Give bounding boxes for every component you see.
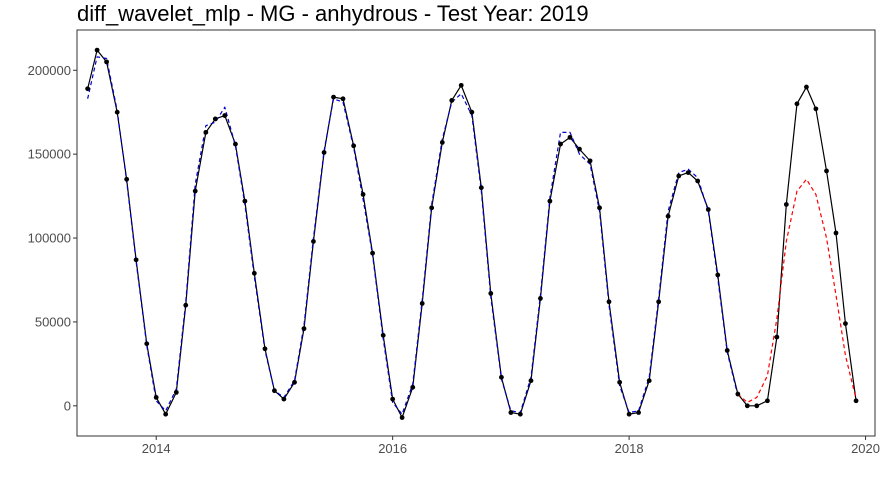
data-point xyxy=(794,101,800,107)
series-line-3 xyxy=(737,178,857,404)
data-point xyxy=(262,346,268,352)
data-point xyxy=(144,341,150,347)
data-point xyxy=(449,98,455,103)
data-point xyxy=(458,82,464,88)
y-tick-label: 200000 xyxy=(28,63,71,78)
x-tick-label: 2016 xyxy=(378,441,407,456)
data-point xyxy=(222,113,228,118)
data-point xyxy=(251,270,257,276)
data-point xyxy=(292,379,297,385)
y-tick-label: 50000 xyxy=(35,314,71,329)
data-point xyxy=(331,94,336,100)
data-point xyxy=(617,379,623,385)
data-point xyxy=(399,415,405,420)
data-point xyxy=(676,173,682,179)
x-tick-label: 2020 xyxy=(851,441,880,456)
data-point xyxy=(340,96,346,102)
data-point xyxy=(370,250,375,256)
data-point xyxy=(311,238,316,244)
data-point xyxy=(765,398,770,404)
data-point xyxy=(804,84,809,90)
data-point xyxy=(233,141,238,147)
y-tick-label: 150000 xyxy=(28,147,71,162)
data-point xyxy=(587,158,593,164)
data-point xyxy=(813,106,819,112)
data-point xyxy=(203,129,209,135)
data-point xyxy=(636,410,641,415)
data-point xyxy=(705,207,711,212)
x-tick-label: 2014 xyxy=(142,441,171,456)
data-point xyxy=(85,86,91,92)
chart-title: diff_wavelet_mlp - MG - anhydrous - Test… xyxy=(77,1,589,26)
data-point xyxy=(685,170,691,176)
x-tick-label: 2018 xyxy=(615,441,644,456)
data-point xyxy=(843,321,848,326)
data-point xyxy=(744,403,750,409)
series-layer xyxy=(87,49,857,419)
data-point xyxy=(646,378,652,384)
data-point xyxy=(153,395,159,400)
data-point xyxy=(626,411,632,417)
y-tick-label: 0 xyxy=(64,398,71,413)
data-point xyxy=(774,334,780,340)
data-point xyxy=(517,411,523,417)
data-point xyxy=(242,198,248,204)
data-point xyxy=(114,109,120,115)
data-point xyxy=(715,272,721,278)
data-point xyxy=(390,396,396,402)
data-point xyxy=(547,198,553,204)
data-point xyxy=(567,134,573,140)
y-axis: 0 50000 100000 150000 200000 xyxy=(28,63,77,413)
data-point xyxy=(695,178,701,184)
data-point xyxy=(351,143,357,149)
data-point xyxy=(656,299,662,305)
data-point xyxy=(824,168,829,174)
data-point xyxy=(212,116,218,122)
data-point xyxy=(183,302,189,308)
x-axis: 2014 2016 2018 2020 xyxy=(142,436,880,456)
data-point xyxy=(439,140,445,145)
data-point xyxy=(577,146,582,152)
data-point xyxy=(360,192,366,197)
data-point xyxy=(478,185,484,191)
data-point xyxy=(508,410,514,415)
y-tick-label: 100000 xyxy=(28,231,71,246)
series-line-2 xyxy=(87,56,739,415)
data-point xyxy=(469,109,475,115)
data-point xyxy=(429,205,435,211)
plot-panel-border xyxy=(76,29,876,437)
data-point xyxy=(499,374,504,380)
data-point xyxy=(124,176,130,182)
data-point xyxy=(833,230,839,236)
data-point xyxy=(272,388,277,394)
data-point xyxy=(488,291,494,296)
data-point xyxy=(410,384,416,390)
data-point xyxy=(528,378,534,384)
data-point xyxy=(597,205,602,211)
data-point xyxy=(281,396,287,402)
data-point xyxy=(301,326,307,332)
data-point xyxy=(735,391,741,397)
marker-layer xyxy=(85,47,859,420)
data-point xyxy=(94,47,100,53)
data-point xyxy=(163,411,169,417)
data-point xyxy=(380,332,386,338)
data-point xyxy=(724,348,730,353)
data-point xyxy=(104,59,109,65)
data-point xyxy=(665,213,671,219)
data-point xyxy=(419,301,425,306)
data-point xyxy=(173,389,179,395)
data-point xyxy=(853,398,859,404)
data-point xyxy=(558,141,563,147)
data-point xyxy=(754,403,760,409)
data-point xyxy=(538,296,543,301)
data-point xyxy=(606,299,612,305)
data-point xyxy=(783,202,789,207)
data-point xyxy=(321,150,327,155)
series-line-1 xyxy=(87,49,857,419)
data-point xyxy=(192,188,198,194)
data-point xyxy=(133,257,139,263)
